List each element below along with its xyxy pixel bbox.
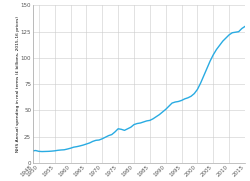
Y-axis label: NHS Annual spending in real terms (£ billions, 2015-16 prices): NHS Annual spending in real terms (£ bil… (16, 16, 20, 152)
